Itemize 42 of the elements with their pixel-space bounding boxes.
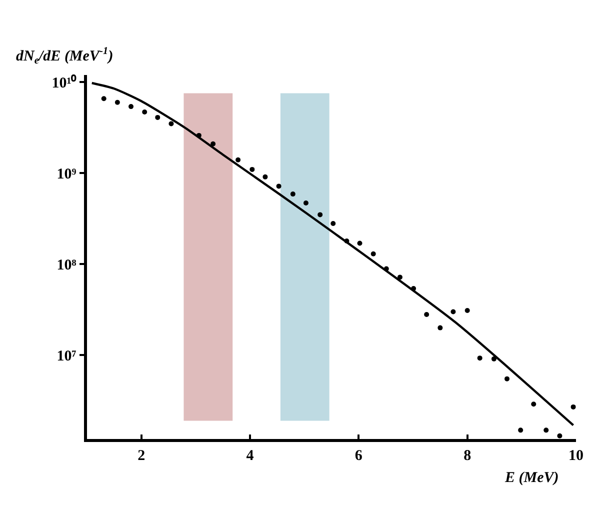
y-tick-label: 10⁷ bbox=[56, 348, 77, 364]
point bbox=[290, 192, 296, 197]
point bbox=[101, 96, 106, 102]
x-tick-label: 10 bbox=[568, 448, 584, 464]
point bbox=[450, 309, 456, 314]
point bbox=[397, 274, 402, 280]
line-series bbox=[90, 82, 574, 426]
point bbox=[236, 157, 241, 162]
point bbox=[370, 251, 376, 256]
point bbox=[477, 356, 482, 361]
x-tick-label: 2 bbox=[138, 448, 146, 464]
point bbox=[518, 428, 524, 433]
point bbox=[570, 404, 576, 410]
x-axis-title: E (MeV) bbox=[504, 470, 559, 486]
point bbox=[276, 184, 282, 189]
point bbox=[357, 240, 362, 246]
point bbox=[464, 308, 470, 313]
point bbox=[210, 141, 216, 146]
y-tick-label: 10¹⁰ bbox=[52, 73, 78, 92]
point bbox=[438, 325, 443, 330]
point bbox=[114, 100, 120, 105]
x-tick-label: 6 bbox=[354, 448, 363, 464]
point bbox=[504, 376, 510, 382]
point bbox=[168, 121, 174, 126]
point bbox=[303, 200, 308, 206]
point bbox=[330, 221, 336, 226]
point bbox=[557, 433, 562, 438]
point bbox=[424, 312, 430, 318]
x-tick-label: 4 bbox=[246, 448, 254, 464]
point bbox=[155, 114, 160, 120]
y-axis-title: dN$_{e}$/dE (MeV$^{-1}$) bbox=[16, 46, 114, 66]
point bbox=[128, 104, 134, 110]
x-tick-label: 8 bbox=[464, 448, 472, 464]
point bbox=[318, 212, 323, 218]
point bbox=[142, 110, 148, 115]
point bbox=[250, 166, 255, 172]
y-tick-label: 10⁹ bbox=[56, 166, 77, 182]
point bbox=[491, 356, 496, 362]
y-tick-label: 10⁸ bbox=[56, 257, 77, 274]
point bbox=[262, 174, 268, 180]
point bbox=[544, 428, 549, 433]
point bbox=[531, 402, 536, 407]
